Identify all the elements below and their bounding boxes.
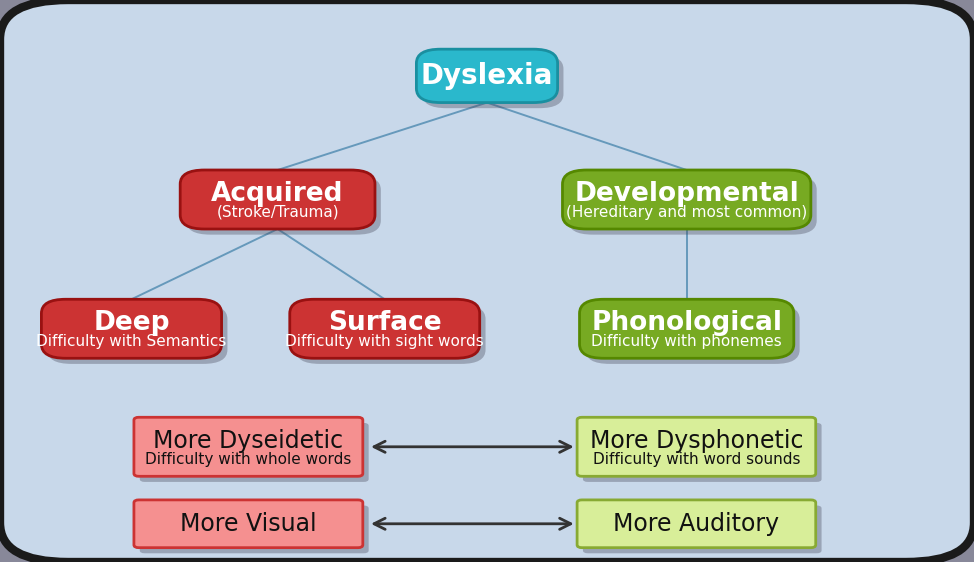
FancyBboxPatch shape	[583, 423, 822, 482]
FancyBboxPatch shape	[134, 500, 362, 547]
FancyBboxPatch shape	[290, 300, 479, 359]
FancyBboxPatch shape	[180, 170, 375, 229]
Text: Phonological: Phonological	[591, 310, 782, 336]
FancyBboxPatch shape	[417, 49, 557, 102]
Text: (Stroke/Trauma): (Stroke/Trauma)	[216, 205, 339, 220]
FancyBboxPatch shape	[140, 423, 368, 482]
FancyBboxPatch shape	[42, 300, 222, 359]
Text: Acquired: Acquired	[211, 180, 344, 207]
FancyBboxPatch shape	[577, 500, 816, 547]
Text: Difficulty with sight words: Difficulty with sight words	[285, 334, 484, 349]
Text: Developmental: Developmental	[575, 180, 799, 207]
Text: More Dysphonetic: More Dysphonetic	[589, 429, 804, 453]
FancyBboxPatch shape	[562, 170, 810, 229]
FancyBboxPatch shape	[296, 305, 485, 364]
FancyBboxPatch shape	[48, 305, 228, 364]
Text: Difficulty with word sounds: Difficulty with word sounds	[592, 452, 801, 467]
FancyBboxPatch shape	[577, 417, 816, 477]
Text: Deep: Deep	[94, 310, 169, 336]
FancyBboxPatch shape	[140, 506, 368, 553]
FancyBboxPatch shape	[423, 55, 564, 108]
Text: Difficulty with whole words: Difficulty with whole words	[145, 452, 352, 467]
Text: More Auditory: More Auditory	[614, 512, 779, 536]
Text: Surface: Surface	[328, 310, 441, 336]
Text: Dyslexia: Dyslexia	[421, 62, 553, 90]
FancyBboxPatch shape	[583, 506, 822, 553]
FancyBboxPatch shape	[580, 300, 794, 359]
FancyBboxPatch shape	[585, 305, 800, 364]
Text: More Dyseidetic: More Dyseidetic	[153, 429, 344, 453]
Text: Difficulty with Semantics: Difficulty with Semantics	[36, 334, 227, 349]
Text: Difficulty with phonemes: Difficulty with phonemes	[591, 334, 782, 349]
FancyBboxPatch shape	[569, 175, 816, 235]
FancyBboxPatch shape	[134, 417, 362, 477]
FancyBboxPatch shape	[186, 175, 381, 235]
Text: More Visual: More Visual	[180, 512, 317, 536]
Text: (Hereditary and most common): (Hereditary and most common)	[566, 205, 807, 220]
